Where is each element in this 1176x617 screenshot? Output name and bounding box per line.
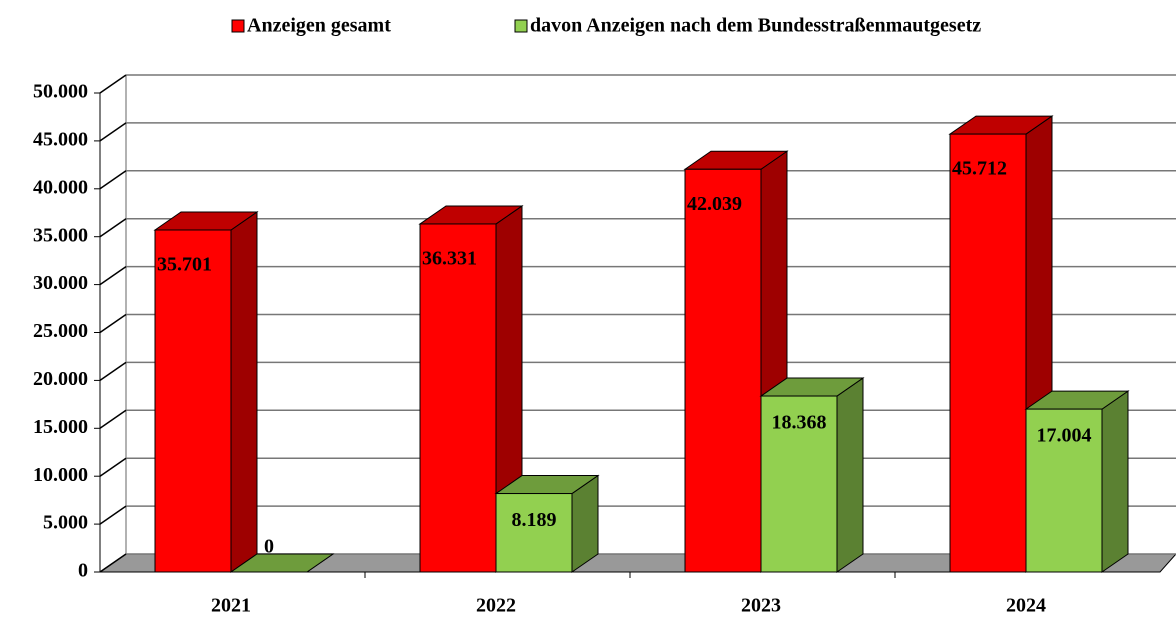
grid-line-side: [99, 313, 127, 334]
y-tick-label: 15.000: [33, 416, 88, 438]
bar-side: [836, 377, 864, 573]
grid-line-side: [99, 457, 127, 477]
bar-side: [230, 211, 258, 573]
y-tick-label: 5.000: [43, 512, 88, 534]
value-label: 18.368: [772, 412, 827, 434]
bar: [949, 133, 1027, 573]
x-tick-label: 2024: [1006, 595, 1046, 617]
bar: [495, 493, 573, 573]
value-label: 0: [264, 536, 274, 558]
value-label: 17.004: [1037, 425, 1092, 447]
y-tick-label: 45.000: [33, 128, 88, 150]
grid-line-side: [99, 170, 127, 190]
bar: [684, 168, 762, 573]
grid-line-side: [99, 361, 127, 382]
value-label: 35.701: [157, 254, 212, 276]
y-tick-label: 20.000: [33, 368, 88, 390]
legend-swatch: [514, 19, 528, 33]
y-tick-label: 35.000: [33, 224, 88, 246]
grid-line-side: [99, 74, 127, 94]
value-label: 45.712: [952, 158, 1007, 180]
legend-label: davon Anzeigen nach dem Bundesstraßenmau…: [530, 15, 981, 37]
y-tick-label: 10.000: [33, 464, 88, 486]
grid-line-side: [99, 505, 127, 525]
x-tick-label: 2021: [211, 595, 251, 617]
grid-line-side: [99, 265, 127, 286]
grid-line-side: [99, 553, 127, 573]
y-tick-label: 50.000: [33, 81, 88, 103]
bar: [154, 229, 232, 573]
value-label: 36.331: [422, 248, 477, 270]
value-label: 42.039: [687, 193, 742, 215]
y-tick-label: 0: [78, 560, 88, 582]
bar: [1025, 408, 1103, 573]
y-tick-label: 30.000: [33, 272, 88, 294]
bar: [419, 223, 497, 573]
y-tick-label: 25.000: [33, 320, 88, 342]
value-label: 8.189: [512, 509, 557, 531]
x-tick-label: 2023: [741, 595, 781, 617]
legend-label: Anzeigen gesamt: [247, 15, 391, 37]
grid-line-side: [99, 409, 127, 429]
bar: [760, 395, 838, 573]
grid-line-side: [99, 218, 127, 238]
legend-swatch: [231, 19, 245, 33]
bar-side: [1101, 390, 1129, 573]
grid-line-side: [99, 122, 127, 142]
x-tick-label: 2022: [476, 595, 516, 617]
y-tick-label: 40.000: [33, 176, 88, 198]
